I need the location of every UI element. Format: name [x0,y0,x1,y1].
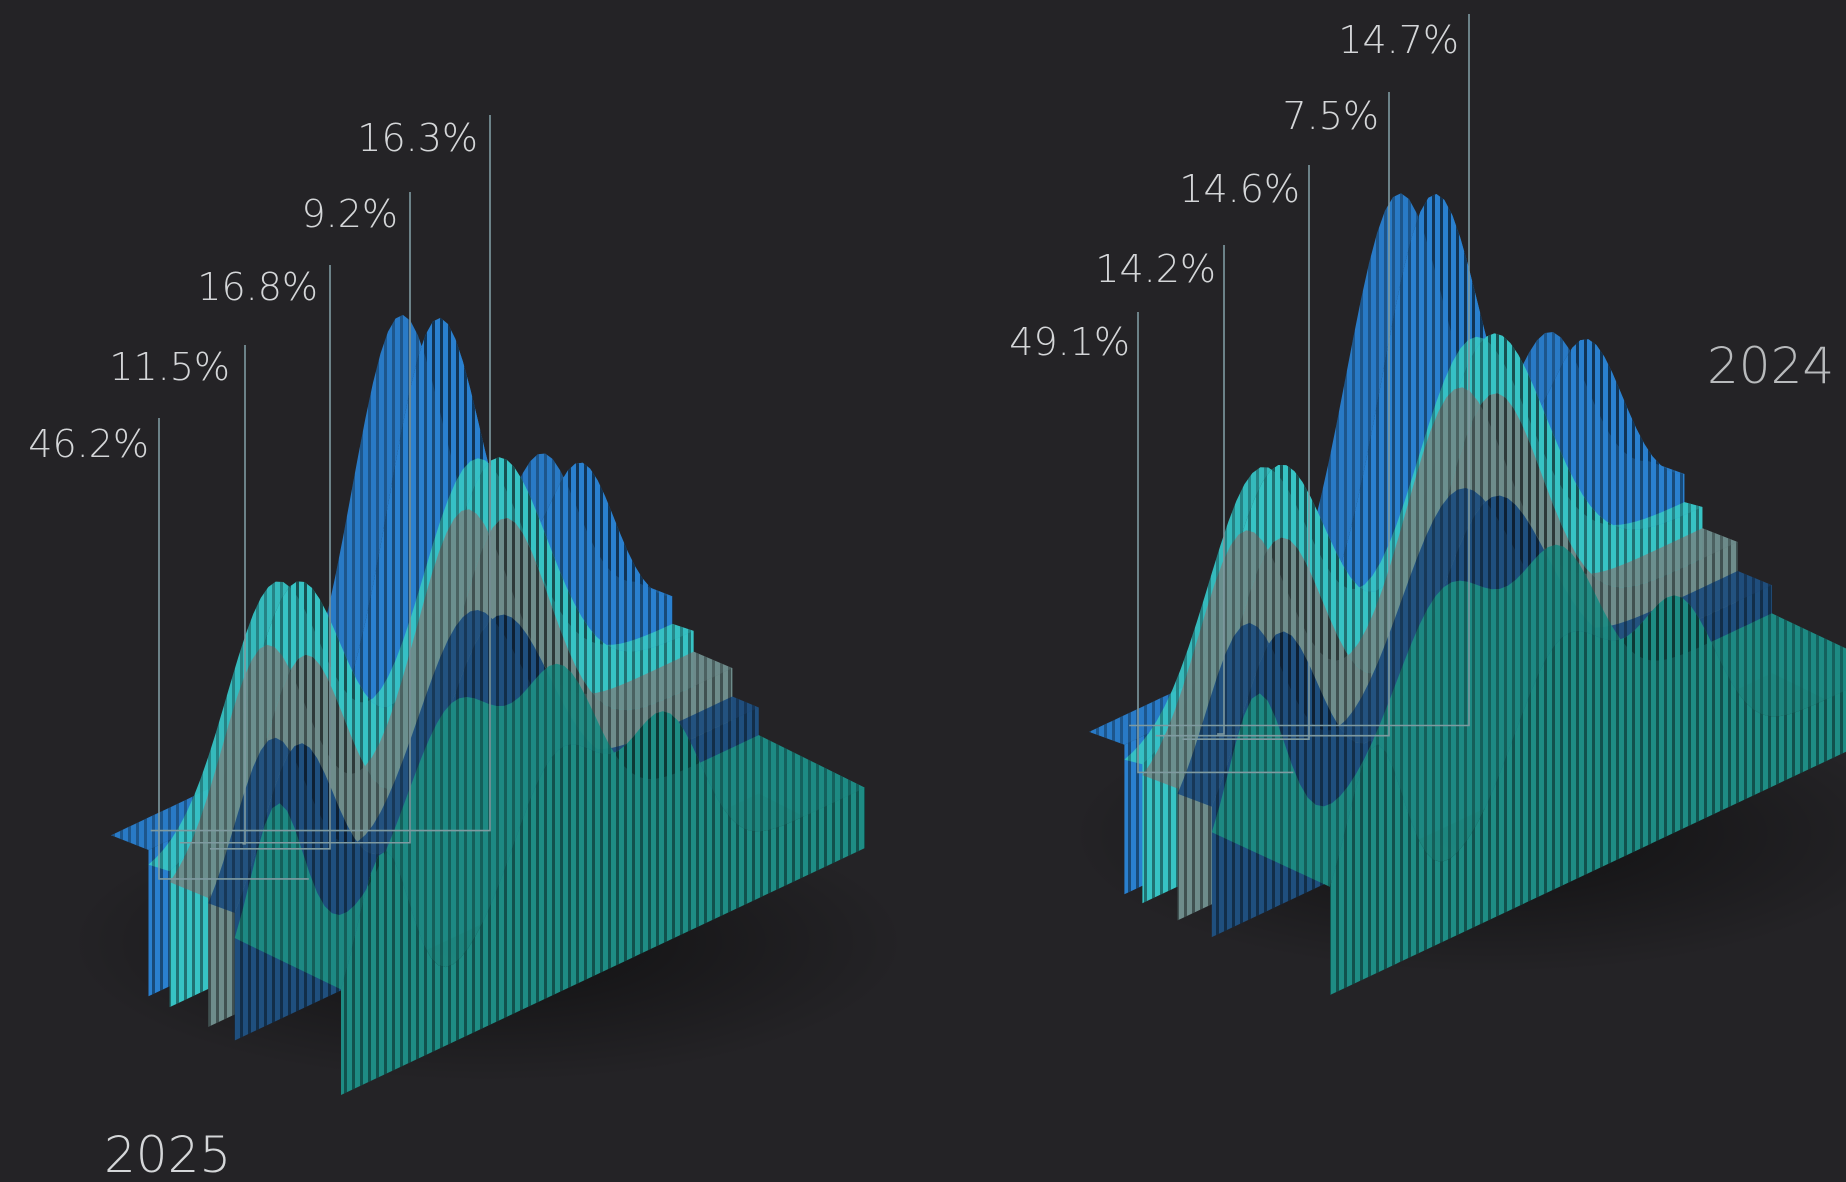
leader-line [180,192,411,844]
ridge-band [234,663,865,1095]
ridge-texture [208,610,759,913]
ridge-texture [1142,387,1738,789]
leader-line [1217,245,1225,735]
value-label: 14.7% [1338,18,1459,62]
ridge-band [1211,544,1846,995]
ridge-texture [341,711,865,1095]
chart-title: 2025 [104,1126,231,1182]
leader-line [158,418,309,880]
leader-line [1137,312,1294,774]
ridge-texture [111,314,673,850]
leader-line [209,265,331,850]
leader-line [1155,92,1390,737]
value-label: 16.8% [197,265,318,309]
ridge-texture [1089,193,1685,745]
ridge-texture [234,663,865,990]
leader-line [1129,14,1470,727]
value-label: 16.3% [357,116,478,160]
value-label: 11.5% [109,345,230,389]
value-label: 9.2% [301,192,398,236]
value-label: 14.2% [1095,247,1216,291]
chart-title: 2024 [1707,337,1834,395]
value-label: 7.5% [1282,94,1379,138]
value-label: 14.6% [1179,167,1300,211]
leader-line [150,115,491,832]
ridge-texture [1330,595,1846,995]
value-label: 46.2% [28,422,149,466]
ridge-texture [1177,488,1772,807]
leader-line [242,345,246,845]
ridge-texture [1211,544,1846,887]
leader-line [1182,165,1310,741]
value-label: 49.1% [1009,320,1130,364]
